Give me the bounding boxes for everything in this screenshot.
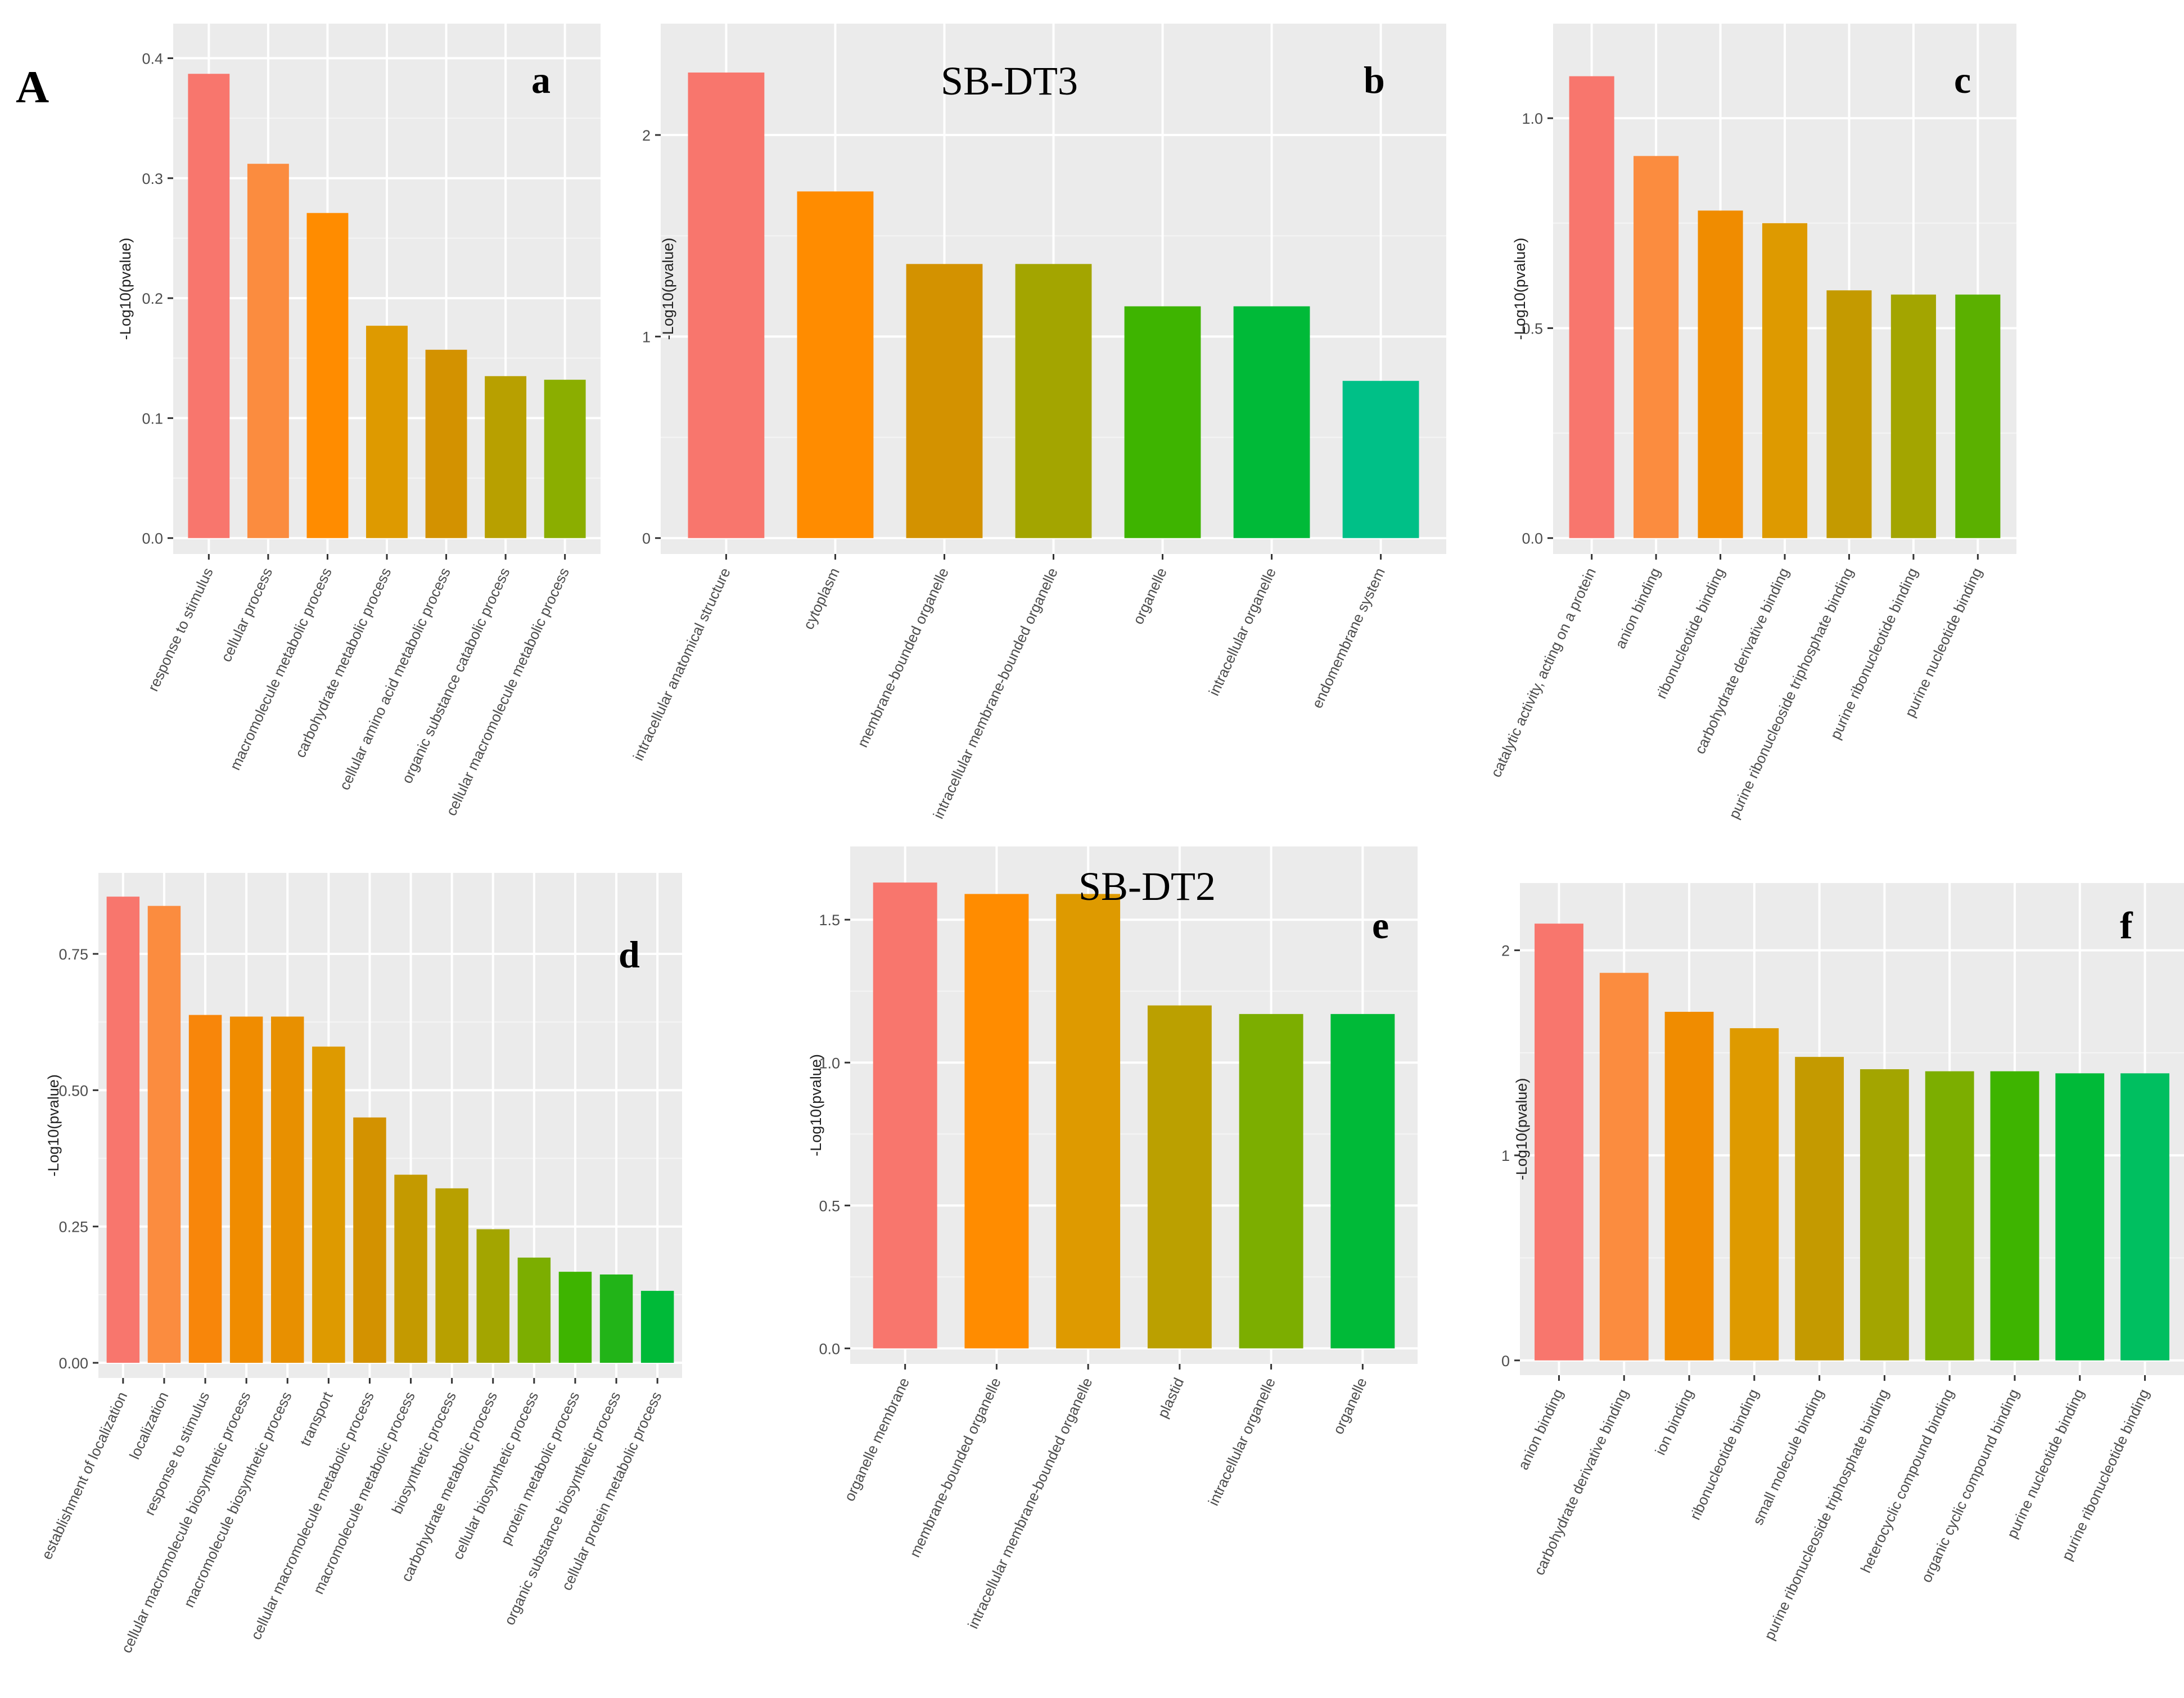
bar-e-0 — [873, 882, 937, 1349]
y-tick-label: 2 — [642, 127, 651, 144]
bar-c-5 — [1890, 294, 1936, 538]
panel-label-f: f — [2120, 904, 2133, 947]
panel-label-d: d — [619, 933, 640, 976]
bar-b-4 — [1124, 306, 1201, 538]
bar-d-6 — [353, 1117, 386, 1363]
panel-label-c: c — [1954, 58, 1971, 101]
bar-c-4 — [1826, 290, 1872, 538]
bar-a-6 — [544, 380, 586, 538]
bar-d-4 — [271, 1016, 304, 1363]
y-tick-label: 0.00 — [58, 1355, 88, 1372]
y-tick-label: 0.0 — [1522, 530, 1543, 547]
bar-a-2 — [306, 213, 349, 538]
y-tick-label: 0.3 — [142, 170, 163, 187]
y-tick-label: 0.5 — [1522, 320, 1543, 337]
bar-c-3 — [1762, 223, 1808, 538]
y-tick-label: 0.4 — [142, 51, 163, 67]
bar-d-7 — [394, 1174, 427, 1363]
bar-c-2 — [1698, 210, 1743, 538]
bar-d-11 — [558, 1272, 592, 1363]
bar-d-0 — [106, 897, 140, 1363]
y-tick-label: 1.5 — [819, 912, 840, 929]
panel-label-a: a — [531, 58, 550, 101]
y-tick-label: 1 — [1501, 1147, 1510, 1164]
bar-f-5 — [1860, 1069, 1909, 1361]
bar-e-1 — [964, 894, 1029, 1349]
bar-e-4 — [1239, 1014, 1303, 1349]
bar-f-7 — [1990, 1071, 2039, 1361]
bar-f-1 — [1599, 972, 1649, 1361]
bar-a-3 — [366, 326, 408, 538]
y-axis-label: -Log10(pvalue) — [117, 238, 134, 340]
bar-d-1 — [147, 906, 181, 1363]
y-tick-label: 0.2 — [142, 290, 163, 307]
bar-d-3 — [229, 1016, 263, 1363]
figure-label: A — [16, 61, 49, 112]
bar-c-1 — [1634, 156, 1679, 538]
y-tick-label: 0.0 — [819, 1340, 840, 1357]
bar-f-9 — [2120, 1073, 2169, 1361]
bar-f-2 — [1664, 1011, 1714, 1361]
y-axis-label: -Log10(pvalue) — [1511, 238, 1528, 340]
plot-background — [850, 846, 1418, 1364]
bar-d-10 — [517, 1257, 551, 1363]
bar-a-0 — [188, 74, 230, 538]
panel-label-b: b — [1364, 58, 1385, 101]
y-tick-label: 0.50 — [58, 1082, 88, 1099]
bar-e-2 — [1056, 894, 1121, 1349]
bar-e-5 — [1330, 1014, 1395, 1349]
y-tick-label: 2 — [1501, 943, 1510, 960]
y-tick-label: 0 — [1501, 1353, 1510, 1370]
y-tick-label: 0.5 — [819, 1197, 840, 1214]
bar-a-5 — [485, 376, 527, 538]
bar-d-12 — [599, 1274, 633, 1363]
bar-d-2 — [188, 1015, 222, 1363]
bar-f-4 — [1795, 1057, 1844, 1361]
bar-f-8 — [2055, 1073, 2105, 1361]
y-tick-label: 0.1 — [142, 410, 163, 427]
y-axis-label: -Log10(pvalue) — [1513, 1078, 1530, 1181]
y-tick-label: 1.0 — [1522, 110, 1543, 127]
bar-c-6 — [1955, 294, 2001, 538]
bar-d-8 — [435, 1188, 468, 1363]
bar-b-2 — [906, 264, 983, 538]
y-tick-label: 0.0 — [142, 530, 163, 547]
bar-b-6 — [1342, 381, 1419, 538]
chart-title-b: SB-DT3 — [941, 58, 1078, 103]
bar-e-3 — [1147, 1005, 1212, 1349]
bar-f-3 — [1730, 1028, 1779, 1361]
plot-background — [98, 873, 682, 1378]
y-axis-label: -Log10(pvalue) — [45, 1074, 62, 1177]
bar-a-1 — [247, 164, 289, 538]
y-axis-label: -Log10(pvalue) — [807, 1054, 824, 1156]
bar-d-13 — [640, 1291, 674, 1363]
y-tick-label: 1.0 — [819, 1055, 840, 1071]
bar-b-3 — [1015, 264, 1092, 538]
bar-d-5 — [312, 1046, 345, 1363]
y-tick-label: 0.25 — [58, 1219, 88, 1236]
panel-label-e: e — [1372, 904, 1389, 947]
bar-a-4 — [425, 349, 467, 538]
bar-b-0 — [688, 72, 765, 538]
bar-c-0 — [1569, 76, 1614, 538]
bar-d-9 — [476, 1229, 509, 1363]
bar-b-5 — [1233, 306, 1310, 538]
y-tick-label: 1 — [642, 328, 651, 345]
chart-title-e: SB-DT2 — [1079, 864, 1216, 909]
bar-f-6 — [1925, 1071, 1974, 1361]
bar-f-0 — [1535, 924, 1583, 1361]
y-axis-label: -Log10(pvalue) — [660, 238, 676, 340]
y-tick-label: 0.75 — [58, 946, 88, 963]
y-tick-label: 0 — [642, 530, 651, 547]
bar-b-1 — [797, 191, 874, 538]
